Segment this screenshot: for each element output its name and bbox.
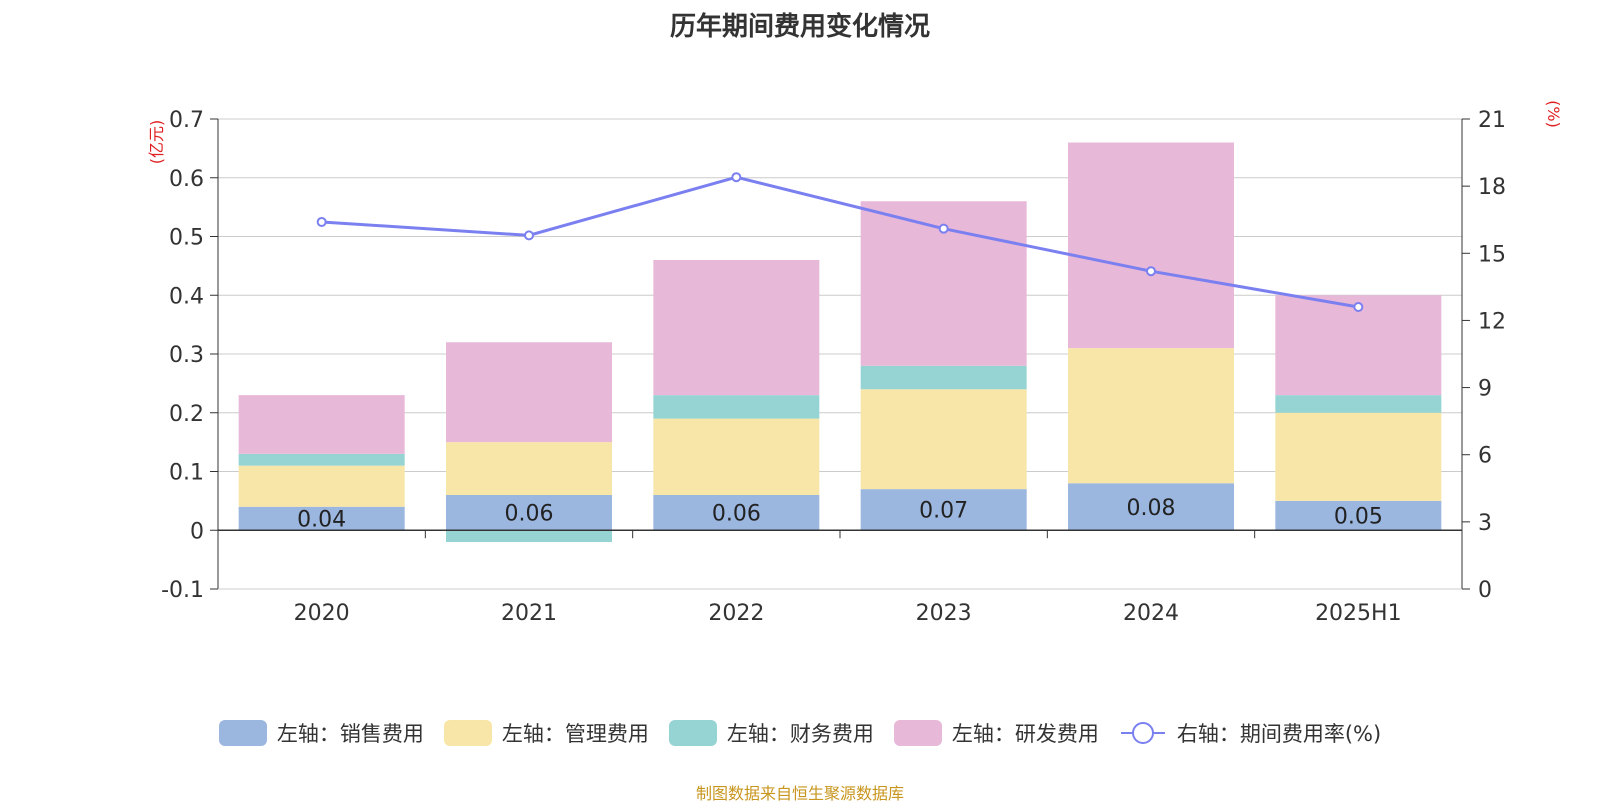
y-left-tick-label: 0.4 (169, 284, 204, 309)
y-left-tick-label: 0.2 (169, 402, 204, 427)
bar-2022-s3 (653, 260, 820, 396)
y-right-tick-label: 18 (1478, 175, 1506, 200)
y-left-tick-label: 0.1 (169, 461, 204, 486)
bar-2021-s2 (446, 530, 612, 542)
legend-item-sales[interactable]: 左轴：销售费用 (218, 718, 424, 748)
x-tick-label: 2020 (294, 601, 350, 626)
x-tick-label: 2024 (1123, 601, 1179, 626)
bar-2022-s1 (653, 418, 820, 495)
bar-2021-s3 (446, 342, 612, 443)
legend-swatch-sales (218, 720, 267, 746)
legend-label-finance: 左轴：财务费用 (726, 722, 874, 746)
legend-item-rnd[interactable]: 左轴：研发费用 (893, 718, 1099, 748)
bar-2021-s0 (446, 495, 612, 531)
y-left-tick-label: 0.6 (169, 167, 204, 192)
bar-value-label: 0.04 (297, 508, 346, 533)
y-left-tick-label: 0 (190, 519, 204, 544)
y-left-tick-label: 0.7 (169, 108, 204, 133)
bar-value-label: 0.07 (919, 499, 968, 524)
legend-swatch-finance (668, 720, 717, 746)
bar-value-label: 0.06 (712, 502, 761, 527)
legend: 左轴：销售费用 左轴：管理费用 左轴：财务费用 左轴：研发费用 右轴：期间费用率… (0, 718, 1600, 748)
rate-line (321, 175, 1359, 309)
rate-point-2025H1 (1353, 302, 1364, 312)
y-right-tick-label: 9 (1478, 377, 1492, 402)
y-right-tick-label: 6 (1478, 444, 1492, 469)
bar-value-label: 0.06 (505, 502, 554, 527)
bar-2025H1-s2 (1275, 395, 1442, 413)
bar-2020-s0 (238, 506, 405, 531)
legend-label-admin: 左轴：管理费用 (501, 722, 649, 746)
bar-2020-s2 (238, 453, 405, 466)
bar-2022-s2 (653, 395, 820, 419)
y-left-tick-label: 0.3 (169, 343, 204, 368)
rate-point-2024 (1146, 266, 1156, 277)
legend-swatch-rnd (893, 720, 942, 746)
legend-swatch-admin (443, 720, 492, 746)
bar-2025H1-s1 (1275, 412, 1442, 501)
legend-label-sales: 左轴：销售费用 (276, 722, 424, 746)
rate-point-2021 (524, 230, 534, 241)
bar-2020-s1 (238, 465, 405, 507)
rate-point-2022 (731, 172, 742, 183)
bar-value-label: 0.05 (1334, 505, 1383, 530)
bar-2024-s0 (1068, 483, 1234, 531)
bar-2021-s1 (446, 442, 612, 495)
rate-point-2020 (316, 216, 327, 227)
y-left-tick-label: -0.1 (161, 578, 204, 603)
chart-title: 历年期间费用变化情况 (669, 12, 930, 42)
y-right-tick-label: 3 (1478, 511, 1492, 536)
x-tick-label: 2025H1 (1315, 601, 1402, 626)
legend-item-finance[interactable]: 左轴：财务费用 (668, 718, 874, 748)
y-left-unit: (亿元) (147, 120, 166, 165)
x-tick-label: 2023 (916, 601, 972, 626)
legend-label-rnd: 左轴：研发费用 (951, 722, 1099, 746)
rate-point-2023 (938, 223, 949, 234)
bar-2022-s0 (653, 495, 820, 531)
y-right-tick-label: 15 (1478, 242, 1506, 267)
bar-2025H1-s0 (1275, 500, 1442, 531)
y-right-unit: (%) (1544, 100, 1563, 128)
y-left-tick-label: 0.5 (169, 226, 204, 251)
bar-2024-s3 (1068, 142, 1234, 349)
y-right-tick-label: 0 (1478, 578, 1492, 603)
x-tick-label: 2022 (708, 601, 764, 626)
bar-2023-s2 (860, 365, 1027, 390)
bar-2020-s3 (238, 395, 405, 454)
bar-2023-s1 (860, 389, 1027, 490)
x-tick-label: 2021 (501, 601, 557, 626)
source-note: 制图数据来自恒生聚源数据库 (695, 784, 904, 803)
bar-2023-s0 (860, 489, 1027, 531)
legend-item-admin[interactable]: 左轴：管理费用 (443, 718, 649, 748)
legend-label-rate: 右轴：期间费用率(%) (1176, 722, 1382, 746)
y-right-tick-label: 12 (1478, 309, 1506, 334)
legend-line-icon (1119, 720, 1167, 746)
bar-value-label: 0.08 (1127, 496, 1176, 521)
bar-2024-s1 (1068, 348, 1234, 484)
y-right-tick-label: 21 (1478, 108, 1506, 133)
legend-item-rate[interactable]: 右轴：期间费用率(%) (1119, 718, 1381, 748)
